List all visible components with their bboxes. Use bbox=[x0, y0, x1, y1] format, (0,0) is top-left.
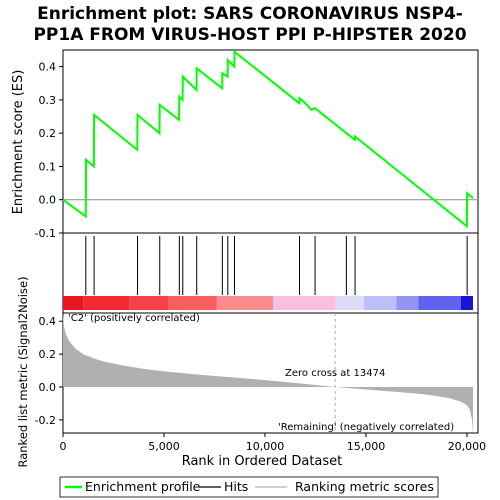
ranked-y-tick-label: 0.4 bbox=[39, 315, 57, 328]
es-panel: -0.1 0.0 0.1 0.2 0.3 0.4 bbox=[35, 49, 478, 240]
ranked-y-tick-label: 0.0 bbox=[39, 381, 57, 394]
rank-color-segment bbox=[129, 296, 169, 310]
x-tick-label: 15,000 bbox=[347, 440, 386, 453]
rank-color-segment bbox=[273, 296, 336, 310]
ranked-axis-label: Ranked list metric (Signal2Noise) bbox=[16, 276, 30, 467]
legend-box bbox=[59, 476, 439, 498]
rank-color-segment bbox=[460, 296, 473, 310]
rank-color-segment bbox=[63, 296, 84, 310]
hits-panel bbox=[63, 236, 473, 310]
ranked-y-tick-label: -0.2 bbox=[35, 414, 56, 427]
es-y-tick-label: 0.0 bbox=[39, 194, 57, 207]
x-tick-label: 10,000 bbox=[246, 440, 285, 453]
negative-correlation-label: 'Remaining' (negatively correlated) bbox=[278, 422, 454, 433]
es-y-tick-label: -0.1 bbox=[35, 227, 56, 240]
rank-color-segment bbox=[418, 296, 461, 310]
es-y-tick-label: 0.1 bbox=[39, 160, 57, 173]
rank-color-segment bbox=[168, 296, 217, 310]
es-y-tick-label: 0.4 bbox=[39, 61, 57, 74]
es-panel-frame bbox=[62, 49, 479, 234]
legend-label-ranking-metric: Ranking metric scores bbox=[295, 479, 434, 494]
rank-color-segment bbox=[335, 296, 364, 310]
enrichment-profile-line bbox=[62, 49, 474, 229]
legend-label-hits: Hits bbox=[224, 479, 248, 494]
ranking-metric-area bbox=[63, 313, 473, 433]
x-axis-label: Rank in Ordered Dataset bbox=[182, 454, 343, 469]
rank-color-segment bbox=[83, 296, 130, 310]
x-tick-label: 0 bbox=[60, 440, 67, 453]
chart-title-line-1: Enrichment plot: SARS CORONAVIRUS NSP4- bbox=[37, 4, 463, 24]
legend-label-enrichment-profile: Enrichment profile bbox=[85, 479, 201, 494]
es-axis-label: Enrichment score (ES) bbox=[11, 70, 26, 215]
es-y-tick-label: 0.3 bbox=[39, 94, 57, 107]
es-y-tick-label: 0.2 bbox=[39, 127, 57, 140]
rank-color-segment bbox=[396, 296, 419, 310]
x-tick-label: 20,000 bbox=[448, 440, 487, 453]
rank-color-segment bbox=[363, 296, 397, 310]
positive-correlation-label: 'C2' (positively correlated) bbox=[68, 313, 200, 324]
ranked-y-tick-label: 0.2 bbox=[39, 348, 57, 361]
zero-cross-label: Zero cross at 13474 bbox=[285, 368, 385, 379]
chart-title-line-2: PP1A FROM VIRUS-HOST PPI P-HIPSTER 2020 bbox=[33, 25, 466, 45]
ranked-panel: -0.2 0.0 0.2 0.4 0 5,000 10,000 15,000 20,000 bbox=[35, 313, 487, 453]
rank-color-segment bbox=[216, 296, 274, 310]
x-tick-label: 5,000 bbox=[148, 440, 180, 453]
